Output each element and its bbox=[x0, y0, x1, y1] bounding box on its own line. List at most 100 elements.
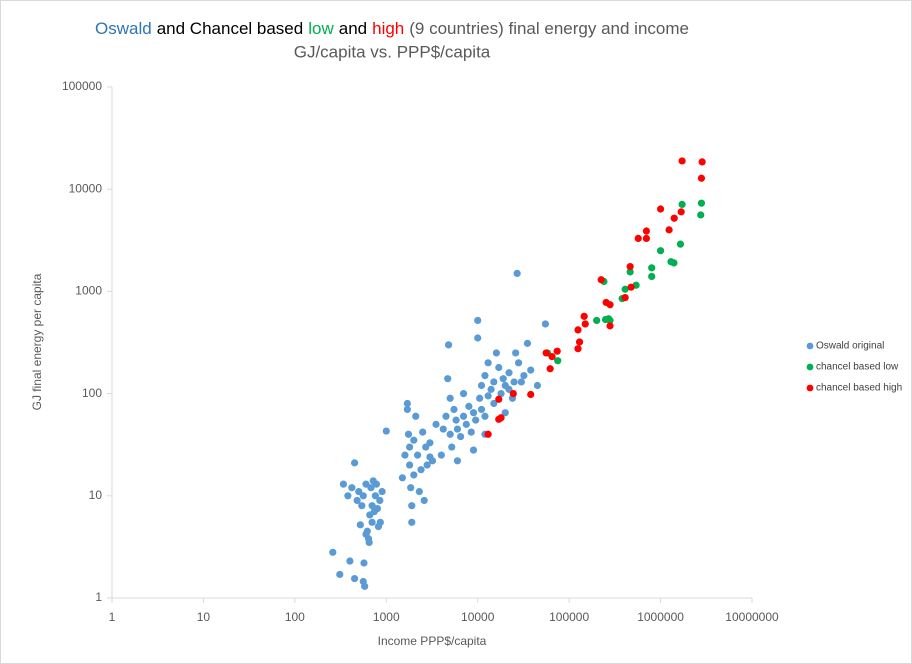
point bbox=[527, 366, 535, 374]
x-tick-label: 1000000 bbox=[637, 610, 684, 624]
point bbox=[462, 420, 470, 428]
point bbox=[484, 430, 492, 438]
title-part: high bbox=[372, 19, 404, 38]
point bbox=[467, 428, 475, 436]
x-tick-label: 10 bbox=[197, 610, 211, 624]
point bbox=[476, 394, 484, 402]
y-axis-label: GJ final energy per capita bbox=[30, 273, 44, 410]
y-tick-label: 1 bbox=[95, 590, 102, 604]
point bbox=[606, 316, 614, 325]
point bbox=[606, 322, 614, 330]
x-tick-label: 1000 bbox=[373, 610, 400, 624]
point bbox=[368, 502, 376, 510]
point bbox=[505, 369, 513, 377]
point bbox=[626, 262, 634, 271]
x-tick-label: 10000 bbox=[461, 610, 495, 624]
point bbox=[621, 293, 629, 302]
legend-label: chancel based low bbox=[816, 362, 899, 373]
point bbox=[378, 487, 386, 496]
point bbox=[371, 492, 379, 500]
point bbox=[370, 508, 378, 516]
legend-label: chancel based high bbox=[816, 383, 902, 394]
point bbox=[469, 409, 478, 417]
point bbox=[497, 390, 505, 398]
point bbox=[501, 409, 509, 417]
point bbox=[346, 557, 354, 565]
point bbox=[574, 345, 582, 353]
point bbox=[437, 451, 445, 459]
point bbox=[410, 471, 418, 479]
point bbox=[517, 378, 525, 386]
point bbox=[465, 402, 473, 410]
y-tick-label: 100000 bbox=[62, 79, 102, 93]
point bbox=[358, 502, 366, 510]
point bbox=[406, 443, 414, 451]
point bbox=[697, 211, 705, 219]
point bbox=[403, 399, 411, 408]
point bbox=[367, 484, 375, 492]
point bbox=[554, 357, 562, 365]
point bbox=[432, 420, 440, 428]
point bbox=[403, 405, 411, 414]
point bbox=[353, 496, 361, 505]
point bbox=[665, 226, 673, 234]
x-tick-label: 100000 bbox=[549, 610, 589, 624]
y-tick-label: 10000 bbox=[69, 181, 103, 195]
point bbox=[656, 247, 665, 255]
point bbox=[339, 480, 348, 488]
point bbox=[698, 158, 706, 166]
point bbox=[656, 205, 665, 213]
point bbox=[408, 502, 416, 510]
point bbox=[368, 518, 376, 526]
point bbox=[442, 412, 450, 420]
point bbox=[487, 385, 495, 393]
point bbox=[484, 359, 492, 367]
point bbox=[648, 272, 656, 281]
point bbox=[548, 353, 556, 361]
point bbox=[542, 349, 550, 357]
point bbox=[420, 496, 428, 505]
point bbox=[407, 484, 415, 492]
point bbox=[492, 349, 500, 357]
point bbox=[626, 268, 634, 276]
point bbox=[329, 548, 337, 556]
point bbox=[495, 363, 503, 372]
point bbox=[382, 427, 390, 435]
point bbox=[510, 378, 518, 386]
point bbox=[469, 446, 478, 454]
point bbox=[419, 428, 427, 436]
point bbox=[372, 480, 381, 488]
point bbox=[490, 399, 498, 408]
point bbox=[362, 480, 370, 488]
title-part: (9 countries) final energy and income bbox=[409, 19, 689, 38]
point bbox=[453, 425, 462, 433]
point bbox=[495, 395, 503, 403]
point bbox=[376, 518, 384, 526]
point bbox=[677, 208, 685, 216]
point bbox=[527, 390, 535, 399]
point bbox=[546, 365, 554, 373]
point bbox=[398, 474, 406, 482]
point bbox=[406, 461, 414, 469]
point bbox=[446, 394, 454, 402]
point bbox=[481, 412, 489, 420]
title-part: and Chancel based bbox=[157, 19, 304, 38]
point bbox=[355, 487, 363, 496]
point bbox=[627, 283, 635, 291]
point bbox=[490, 378, 498, 386]
legend-marker bbox=[806, 384, 814, 392]
point bbox=[336, 570, 344, 579]
point bbox=[499, 375, 507, 383]
point bbox=[642, 234, 651, 243]
point bbox=[670, 259, 678, 267]
chart-title: Oswald and Chancel based low and high (9 coun… bbox=[95, 19, 689, 38]
legend-marker bbox=[806, 342, 814, 350]
point bbox=[575, 338, 584, 346]
y-tick-label: 1000 bbox=[75, 284, 102, 298]
x-tick-label: 1 bbox=[109, 610, 116, 624]
point bbox=[514, 359, 523, 367]
point bbox=[606, 301, 614, 309]
point bbox=[404, 430, 413, 438]
point bbox=[520, 372, 528, 380]
point bbox=[678, 200, 686, 209]
